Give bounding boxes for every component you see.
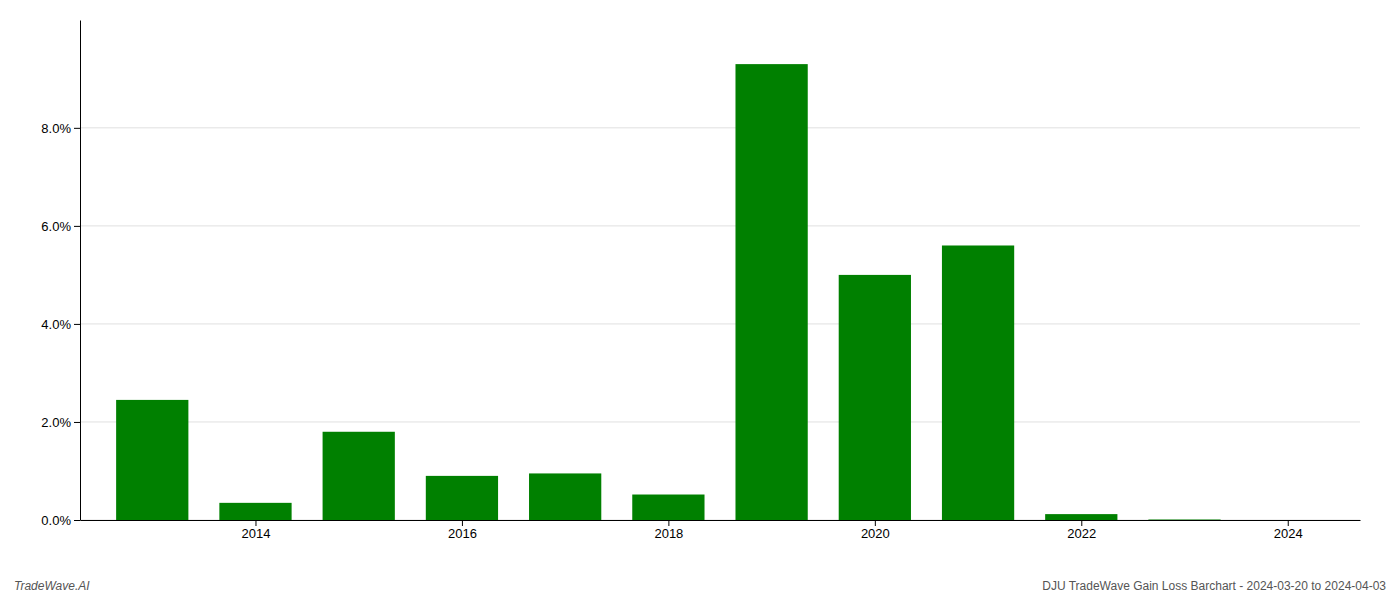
tick: 2020 — [861, 520, 890, 541]
tick: 2018 — [654, 520, 683, 541]
tick: 0.0% — [41, 513, 80, 528]
tick-mark — [1081, 520, 1082, 526]
tick-label: 2014 — [242, 526, 271, 541]
tick: 2016 — [448, 520, 477, 541]
y-axis: 0.0% 2.0% 4.0% 6.0% 8.0% — [41, 21, 80, 528]
tick-label: 2.0% — [41, 415, 71, 430]
tick-mark — [74, 422, 80, 423]
bar — [735, 64, 807, 520]
grid-line — [80, 127, 1360, 128]
plot: 0.0% 2.0% 4.0% 6.0% 8.0% 2014 2016 2018 2020 2022… — [41, 21, 1360, 542]
tick-mark — [668, 520, 669, 526]
tick-label: 2016 — [448, 526, 477, 541]
tick-mark — [462, 520, 463, 526]
tick-label: 2022 — [1067, 526, 1096, 541]
tick: 6.0% — [41, 219, 80, 234]
bar — [942, 245, 1014, 520]
bar — [426, 476, 498, 520]
bar — [116, 400, 188, 520]
bar — [1045, 514, 1117, 520]
tick-mark — [74, 226, 80, 227]
tick-mark — [74, 128, 80, 129]
tick-label: 2018 — [654, 526, 683, 541]
tick: 4.0% — [41, 317, 80, 332]
tick-label: 6.0% — [41, 219, 71, 234]
tick-mark — [74, 324, 80, 325]
axis-line — [81, 520, 1361, 521]
bar — [839, 275, 911, 520]
grid-line — [80, 225, 1360, 226]
bar — [632, 495, 704, 520]
tick-mark — [1288, 520, 1289, 526]
grid-line — [80, 421, 1360, 422]
footer: TradeWave.AI — [14, 579, 90, 593]
tick-mark — [74, 520, 80, 521]
tick: 2.0% — [41, 415, 80, 430]
tick-label: 8.0% — [41, 121, 71, 136]
tick-mark — [875, 520, 876, 526]
tick-label: 2020 — [861, 526, 890, 541]
tick: 2024 — [1274, 520, 1303, 541]
bar — [1148, 519, 1220, 520]
tick-mark — [255, 520, 256, 526]
bar — [219, 503, 291, 520]
tick-label: 0.0% — [41, 513, 71, 528]
tick: 2014 — [242, 520, 271, 541]
bar — [323, 432, 395, 520]
bar — [529, 473, 601, 520]
tick: 8.0% — [41, 121, 80, 136]
grid-line — [80, 323, 1360, 324]
tick-label: 2024 — [1274, 526, 1303, 541]
axis-line — [80, 21, 81, 521]
bars — [116, 64, 1221, 520]
tick: 2022 — [1067, 520, 1096, 541]
footer: DJU TradeWave Gain Loss Barchart - 2024-… — [1042, 579, 1386, 593]
grid — [80, 128, 1360, 520]
x-axis: 2014 2016 2018 2020 2022 2024 — [81, 520, 1361, 541]
chart: 0.0% 2.0% 4.0% 6.0% 8.0% 2014 2016 2018 2020 2022… — [0, 0, 1400, 600]
tick-label: 4.0% — [41, 317, 71, 332]
